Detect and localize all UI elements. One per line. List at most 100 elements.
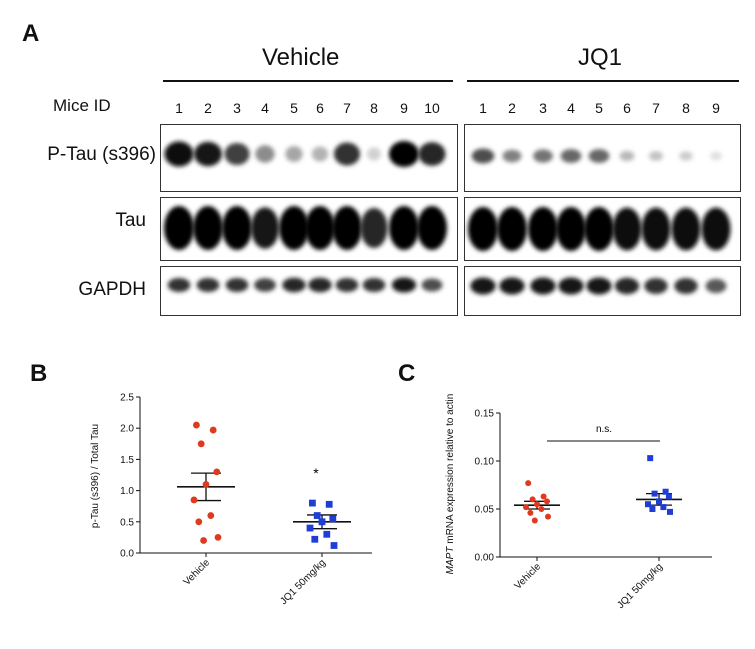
y-tick-label: 0.0 xyxy=(120,549,134,560)
data-point-vehicle xyxy=(213,468,221,476)
band-ptau-vehicle xyxy=(418,142,446,166)
lane-number-vehicle: 3 xyxy=(233,100,241,116)
panel-c-letter: C xyxy=(398,360,416,387)
band-tau-jq1 xyxy=(556,207,586,251)
data-point-jq1 xyxy=(645,501,651,508)
data-point-jq1 xyxy=(329,515,337,523)
chart-b-significance: * xyxy=(313,465,319,481)
lane-number-vehicle: 10 xyxy=(424,100,440,116)
y-tick-label: 0.10 xyxy=(475,457,495,468)
band-gapdh-vehicle xyxy=(391,277,417,293)
data-point-vehicle xyxy=(190,496,198,504)
band-ptau-vehicle xyxy=(333,142,361,166)
band-tau-jq1 xyxy=(671,207,701,251)
band-ptau-jq1 xyxy=(710,151,722,161)
y-tick-label: 0.5 xyxy=(120,517,134,528)
lane-number-jq1: 6 xyxy=(623,100,631,116)
data-point-jq1 xyxy=(330,542,338,549)
band-ptau-vehicle xyxy=(389,141,419,167)
band-tau-vehicle xyxy=(279,206,309,250)
lane-number-jq1: 7 xyxy=(652,100,660,116)
band-tau-vehicle xyxy=(417,206,447,250)
y-tick-label: 0.00 xyxy=(475,553,495,564)
band-ptau-jq1 xyxy=(648,151,664,161)
data-point-vehicle xyxy=(207,512,215,519)
data-point-vehicle xyxy=(523,504,529,511)
x-category-label: JQ1 50mg/kg xyxy=(615,561,665,611)
band-gapdh-jq1 xyxy=(558,277,584,295)
data-point-vehicle xyxy=(545,513,551,520)
data-point-vehicle xyxy=(527,509,534,516)
band-tau-jq1 xyxy=(641,207,671,251)
row-label-gapdh: GAPDH xyxy=(78,279,146,300)
data-point-jq1 xyxy=(649,506,656,512)
band-tau-vehicle xyxy=(250,207,280,249)
band-ptau-vehicle xyxy=(255,145,275,163)
data-point-jq1 xyxy=(313,512,321,519)
band-tau-vehicle xyxy=(332,206,362,250)
data-point-jq1 xyxy=(656,498,662,505)
data-point-jq1 xyxy=(651,490,658,497)
data-point-jq1 xyxy=(311,535,319,543)
data-point-vehicle xyxy=(200,537,208,544)
band-gapdh-jq1 xyxy=(674,278,698,294)
data-point-vehicle xyxy=(197,440,205,448)
band-gapdh-jq1 xyxy=(530,277,556,295)
y-tick-label: 1.5 xyxy=(120,455,134,466)
data-point-jq1 xyxy=(660,504,667,511)
lane-number-jq1: 9 xyxy=(712,100,720,116)
band-ptau-vehicle xyxy=(311,146,329,162)
band-gapdh-vehicle xyxy=(362,277,386,293)
band-ptau-vehicle xyxy=(193,141,223,167)
band-tau-vehicle xyxy=(389,206,419,250)
band-ptau-vehicle xyxy=(366,147,382,161)
mice-id-label: Mice ID xyxy=(53,96,111,115)
lane-number-vehicle: 8 xyxy=(370,100,378,116)
data-point-vehicle xyxy=(543,498,550,505)
data-point-vehicle xyxy=(540,493,547,500)
lane-number-vehicle: 1 xyxy=(175,100,183,116)
lane-number-jq1: 4 xyxy=(567,100,575,116)
band-tau-jq1 xyxy=(584,207,614,251)
lane-number-jq1: 8 xyxy=(682,100,690,116)
lane-number-jq1: 2 xyxy=(508,100,516,116)
lane-number-jq1: 3 xyxy=(539,100,547,116)
band-tau-vehicle xyxy=(305,206,335,250)
data-point-jq1 xyxy=(309,499,316,507)
chart-c-ylabel-gene: MAPT xyxy=(445,546,456,575)
chart-c-significance: n.s. xyxy=(596,424,612,435)
band-gapdh-vehicle xyxy=(167,277,191,293)
band-ptau-jq1 xyxy=(560,149,582,163)
band-gapdh-vehicle xyxy=(335,277,359,293)
group-label-vehicle: Vehicle xyxy=(262,44,340,71)
band-ptau-jq1 xyxy=(588,149,610,163)
band-tau-jq1 xyxy=(528,207,558,251)
band-gapdh-jq1 xyxy=(644,278,668,294)
data-point-vehicle xyxy=(195,518,203,526)
band-ptau-vehicle xyxy=(285,146,303,162)
data-point-vehicle xyxy=(193,421,200,429)
lane-number-vehicle: 2 xyxy=(204,100,212,116)
vehicle-group-rule xyxy=(163,80,453,82)
band-tau-vehicle xyxy=(193,206,223,250)
band-tau-jq1 xyxy=(701,207,731,251)
band-gapdh-jq1 xyxy=(614,277,640,295)
band-tau-vehicle xyxy=(164,206,194,250)
data-point-jq1 xyxy=(665,493,672,500)
band-gapdh-vehicle xyxy=(254,278,276,292)
data-point-jq1 xyxy=(325,500,333,508)
band-tau-jq1 xyxy=(468,207,498,251)
band-gapdh-vehicle xyxy=(421,278,443,292)
chart-c-ylabel: MAPT mRNA expression relative to actin xyxy=(445,394,456,575)
y-tick-label: 0.15 xyxy=(475,409,495,420)
band-tau-vehicle xyxy=(222,206,252,250)
lane-number-jq1: 1 xyxy=(479,100,487,116)
band-gapdh-vehicle xyxy=(225,277,249,293)
band-gapdh-jq1 xyxy=(470,277,496,295)
chart-b-ylabel: p-Tau (s396) / Total Tau xyxy=(90,424,101,528)
x-category-label: Vehicle xyxy=(513,561,544,592)
group-label-jq1: JQ1 xyxy=(578,44,623,71)
panel-b-letter: B xyxy=(30,360,48,387)
row-label-tau: Tau xyxy=(115,210,146,231)
